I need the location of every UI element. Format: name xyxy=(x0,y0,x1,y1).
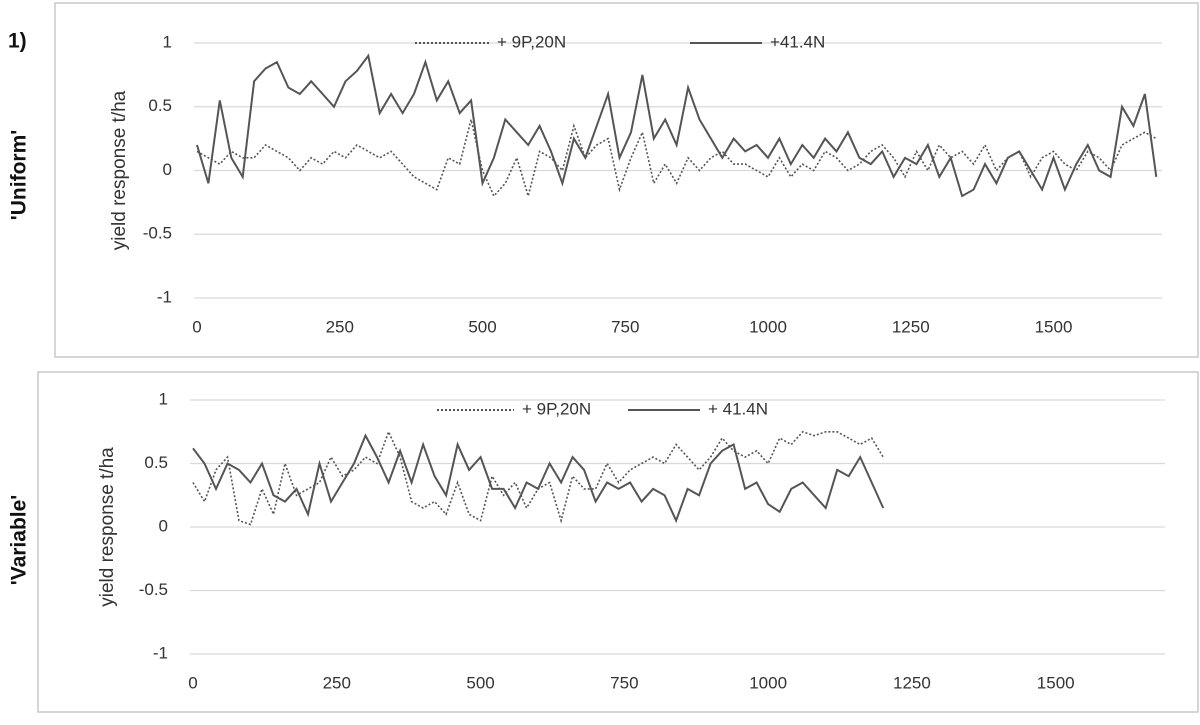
y-tick-label: 1 xyxy=(159,389,168,408)
legend-label: + 9P,20N xyxy=(497,32,566,51)
x-tick-label: 1250 xyxy=(893,673,931,692)
row-label: 'Variable' xyxy=(8,495,31,586)
x-tick-label: 1250 xyxy=(892,317,930,336)
series-line xyxy=(196,119,1157,199)
y-tick-label: -1 xyxy=(157,287,172,306)
panel-frame xyxy=(37,371,1199,713)
y-axis-label: yield response t/ha xyxy=(97,447,118,607)
y-tick-label: -0.5 xyxy=(143,224,172,243)
legend-label: + 41.4N xyxy=(708,399,768,418)
y-axis-label: yield response t/ha xyxy=(109,90,130,250)
x-tick-label: 0 xyxy=(192,317,201,336)
x-tick-label: 0 xyxy=(188,673,197,692)
x-tick-label: 1500 xyxy=(1037,673,1075,692)
x-tick-label: 750 xyxy=(610,673,638,692)
panel-frame xyxy=(54,2,1199,358)
x-tick-label: 1500 xyxy=(1035,317,1073,336)
x-tick-label: 500 xyxy=(468,317,496,336)
x-tick-label: 500 xyxy=(466,673,494,692)
series-line xyxy=(196,53,1158,198)
series-line xyxy=(192,433,885,524)
legend-label: +41.4N xyxy=(770,32,825,51)
x-tick-label: 750 xyxy=(611,317,639,336)
x-tick-label: 1000 xyxy=(749,317,787,336)
x-tick-label: 250 xyxy=(323,673,351,692)
row-label: 'Uniform' xyxy=(8,130,31,220)
y-tick-label: 1 xyxy=(163,32,172,51)
y-tick-label: -1 xyxy=(153,643,168,662)
y-tick-label: 0 xyxy=(163,160,172,179)
y-tick-label: 0.5 xyxy=(144,453,168,472)
y-tick-label: 0 xyxy=(159,516,168,535)
y-tick-label: 0.5 xyxy=(148,96,172,115)
x-tick-label: 1000 xyxy=(749,673,787,692)
x-tick-label: 250 xyxy=(326,317,354,336)
legend-label: + 9P,20N xyxy=(522,399,591,418)
figure-label: 1) xyxy=(8,30,27,53)
y-tick-label: -0.5 xyxy=(139,580,168,599)
